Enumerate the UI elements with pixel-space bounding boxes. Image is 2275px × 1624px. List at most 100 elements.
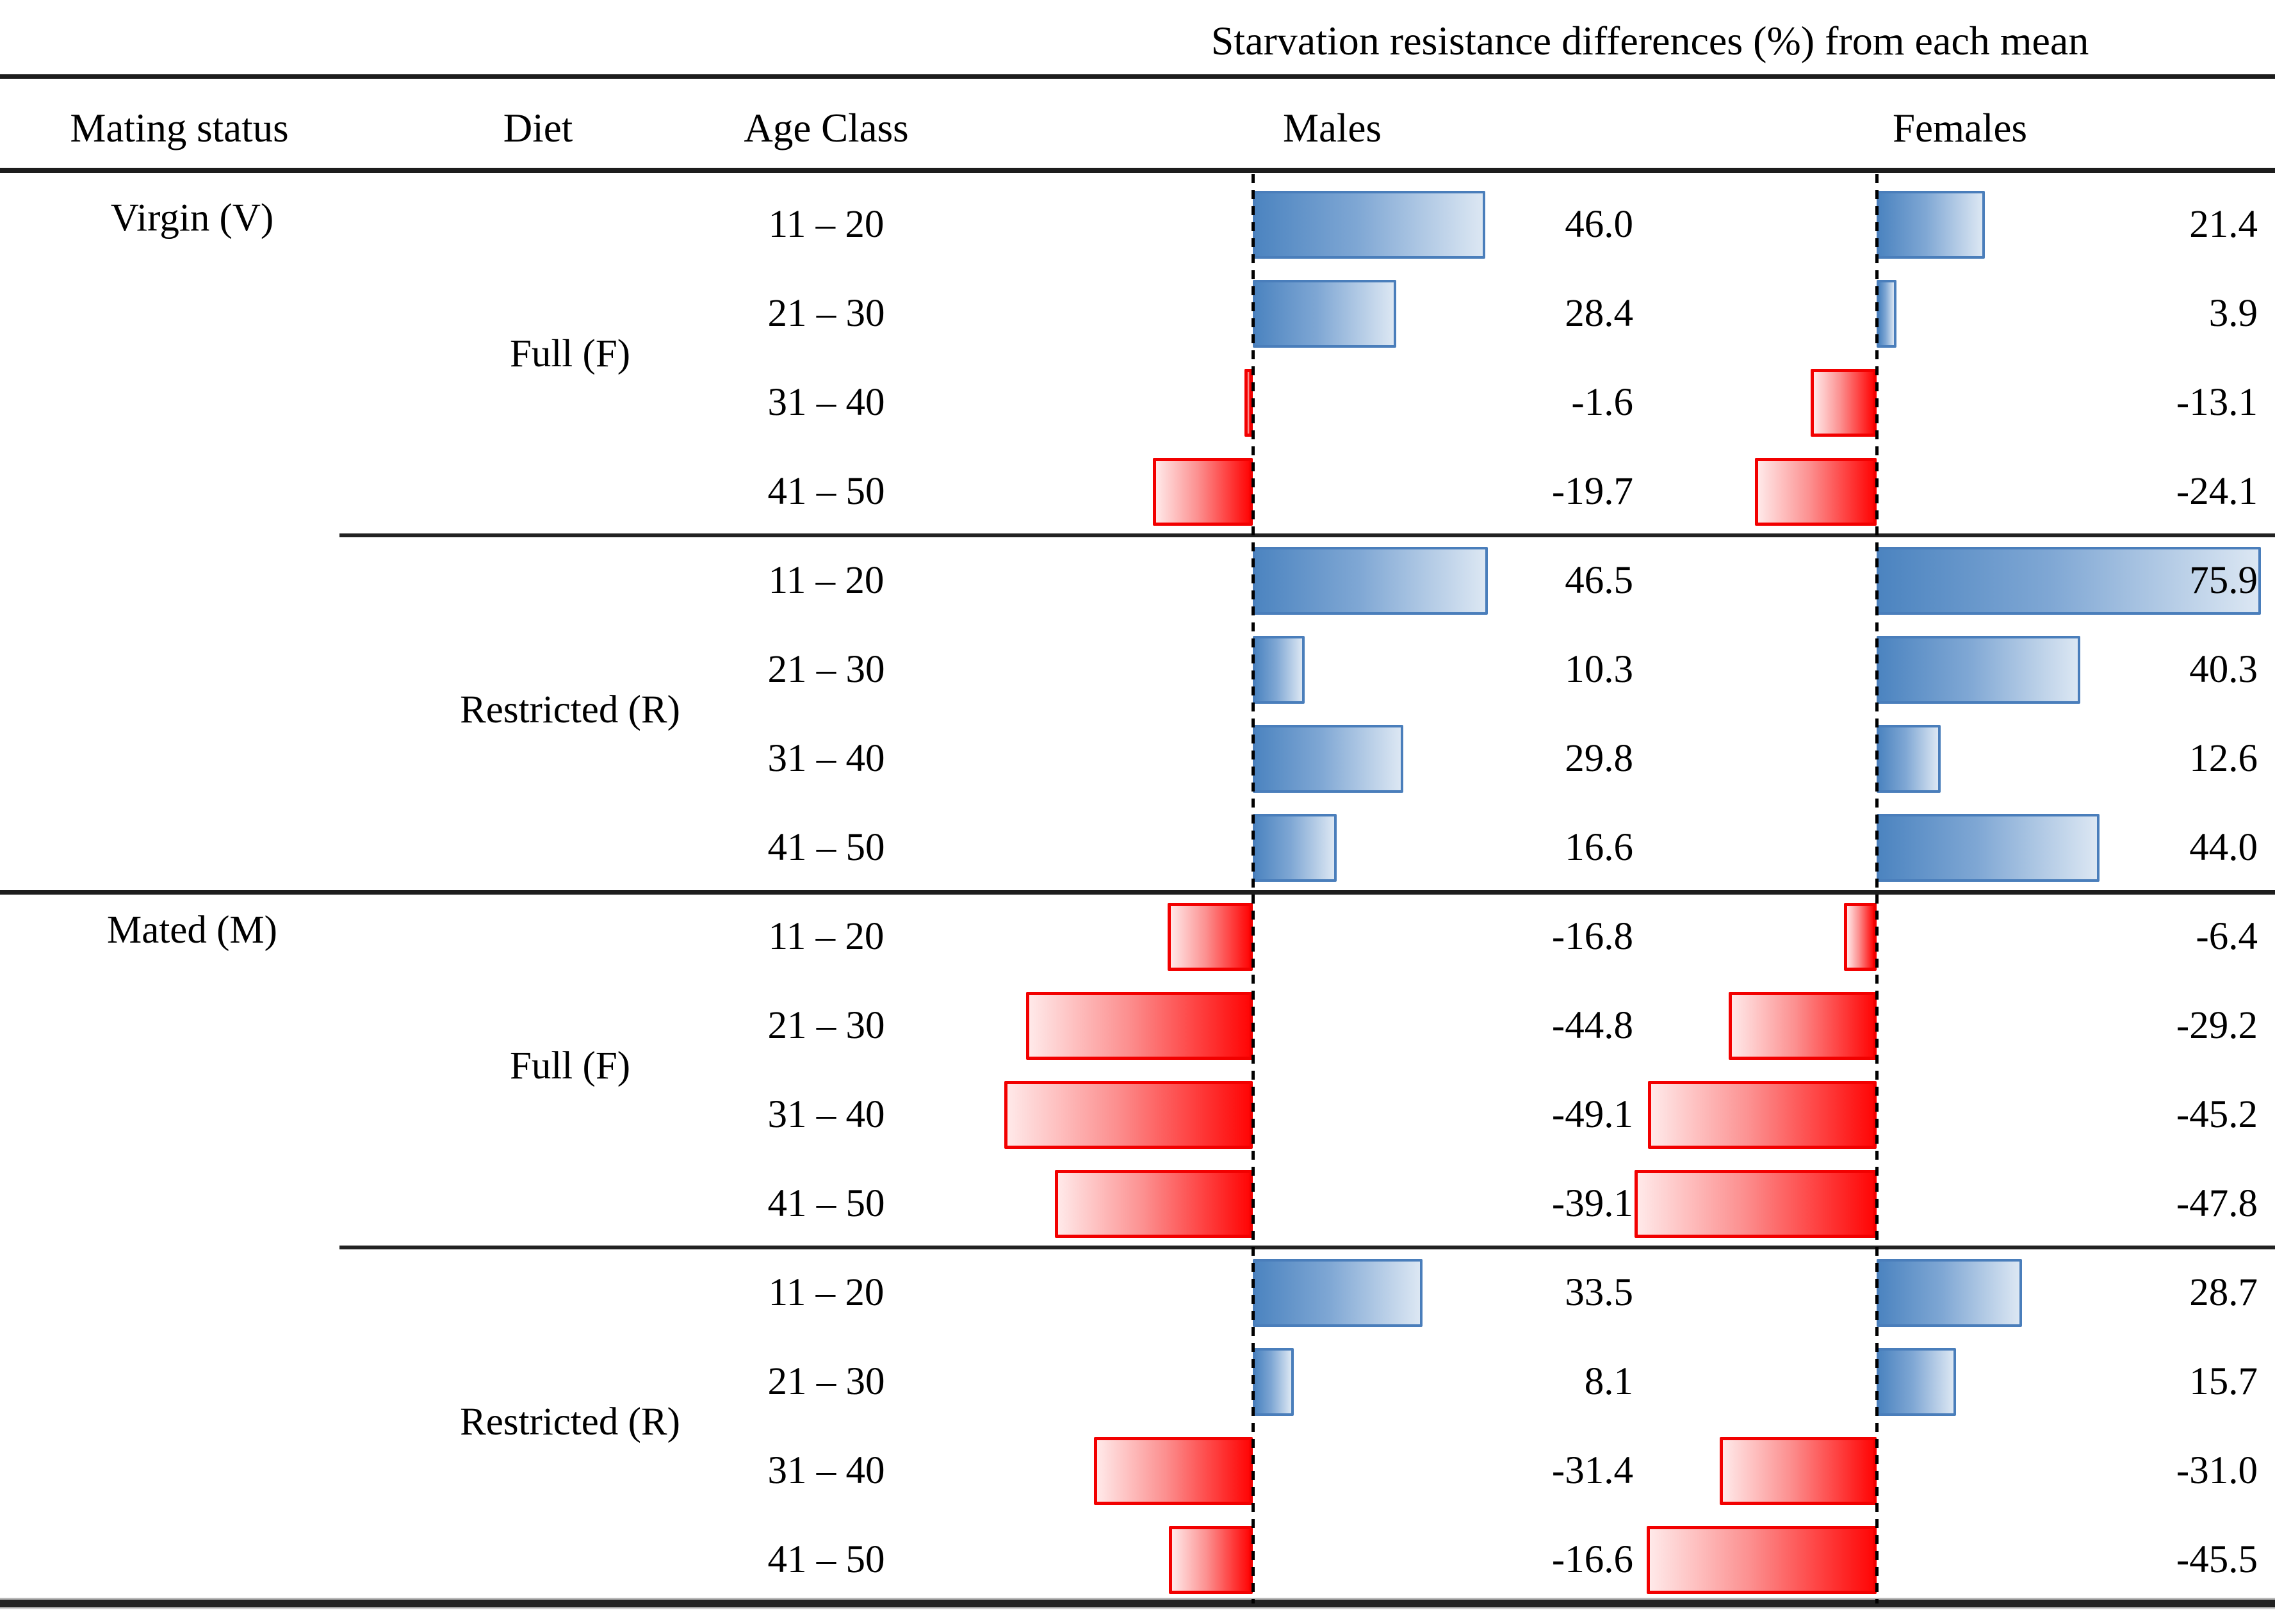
male-value: 33.5	[1565, 1271, 1633, 1314]
male-value: 8.1	[1584, 1360, 1633, 1403]
female-bar	[1844, 903, 1877, 971]
age-class-label: 41 – 50	[767, 826, 885, 869]
female-value: -29.2	[2176, 1004, 2258, 1047]
female-bar	[1729, 992, 1877, 1060]
male-bar	[1153, 458, 1253, 526]
male-value: -16.6	[1551, 1538, 1633, 1581]
female-value: -45.5	[2176, 1538, 2258, 1581]
male-value: 46.0	[1565, 203, 1633, 246]
female-bar	[1877, 814, 2100, 882]
male-bar	[1253, 636, 1305, 704]
female-value: 3.9	[2208, 292, 2258, 335]
male-value: 29.8	[1565, 737, 1633, 780]
male-bar	[1168, 903, 1253, 971]
female-bar	[1754, 458, 1877, 526]
diet-label: Full (F)	[509, 1044, 631, 1087]
male-value: -16.8	[1551, 915, 1633, 958]
female-bar	[1810, 369, 1877, 437]
age-class-label: 11 – 20	[768, 559, 885, 602]
male-value: -44.8	[1551, 1004, 1633, 1047]
female-value: -13.1	[2176, 381, 2258, 424]
age-class-label: 21 – 30	[767, 1004, 885, 1047]
male-value: 28.4	[1565, 292, 1633, 335]
male-bar	[1253, 1348, 1294, 1416]
diet-label: Full (F)	[509, 332, 631, 375]
female-value: 28.7	[2189, 1271, 2258, 1314]
male-value: -1.6	[1571, 381, 1633, 424]
female-value: 44.0	[2189, 826, 2258, 869]
female-bar	[1646, 1526, 1877, 1594]
female-bar	[1877, 636, 2081, 704]
male-bar	[1253, 1259, 1423, 1327]
male-bar	[1004, 1081, 1253, 1149]
male-value: -19.7	[1551, 470, 1633, 513]
age-class-label: 41 – 50	[767, 1538, 885, 1581]
mating-group-separator-line	[0, 890, 2275, 895]
male-value: -39.1	[1551, 1182, 1633, 1225]
age-class-label: 31 – 40	[767, 1449, 885, 1492]
age-class-label: 31 – 40	[767, 737, 885, 780]
female-value: 40.3	[2189, 648, 2258, 691]
diet-separator-line	[339, 1246, 2275, 1249]
diet-label: Restricted (R)	[460, 1401, 680, 1443]
male-value: 46.5	[1565, 559, 1633, 602]
male-bar	[1253, 814, 1337, 882]
male-bar	[1253, 280, 1397, 348]
female-value: 12.6	[2189, 737, 2258, 780]
male-value: 16.6	[1565, 826, 1633, 869]
female-value: 75.9	[2189, 559, 2258, 602]
male-bar	[1253, 191, 1486, 259]
male-value: 10.3	[1565, 648, 1633, 691]
female-value: -31.0	[2176, 1449, 2258, 1492]
age-class-label: 21 – 30	[767, 648, 885, 691]
age-class-label: 21 – 30	[767, 292, 885, 335]
age-class-label: 21 – 30	[767, 1360, 885, 1403]
age-class-label: 31 – 40	[767, 1093, 885, 1136]
male-bar	[1055, 1170, 1253, 1238]
female-value: 15.7	[2189, 1360, 2258, 1403]
header-females: Females	[1893, 106, 2027, 150]
age-class-label: 11 – 20	[768, 1271, 885, 1314]
header-age-class: Age Class	[744, 106, 909, 150]
female-bar	[1877, 547, 2261, 615]
male-bar	[1026, 992, 1253, 1060]
female-bar	[1877, 725, 1941, 793]
males-zero-baseline	[1252, 174, 1255, 1604]
female-value: 21.4	[2189, 203, 2258, 246]
age-class-label: 11 – 20	[768, 915, 885, 958]
header-males: Males	[1283, 106, 1382, 150]
mating-status-label: Mated (M)	[107, 909, 277, 952]
diet-separator-line	[339, 533, 2275, 537]
male-bar	[1253, 547, 1488, 615]
female-bar	[1877, 1259, 2022, 1327]
mating-status-label: Virgin (V)	[110, 197, 274, 240]
male-bar	[1253, 725, 1404, 793]
females-zero-baseline	[1875, 174, 1879, 1604]
female-bar	[1720, 1437, 1877, 1505]
title-rule	[0, 74, 2275, 79]
figure-title: Starvation resistance differences (%) fr…	[1211, 18, 2089, 63]
female-bar	[1877, 1348, 1957, 1416]
male-value: -49.1	[1551, 1093, 1633, 1136]
age-class-label: 11 – 20	[768, 203, 885, 246]
male-bar	[1244, 369, 1253, 437]
male-value: -31.4	[1551, 1449, 1633, 1492]
age-class-label: 31 – 40	[767, 381, 885, 424]
header-diet: Diet	[503, 106, 573, 150]
age-class-label: 41 – 50	[767, 470, 885, 513]
header-mating-status: Mating status	[70, 106, 289, 150]
female-value: -6.4	[2196, 915, 2258, 958]
male-bar	[1168, 1526, 1253, 1594]
female-value: -47.8	[2176, 1182, 2258, 1225]
age-class-label: 41 – 50	[767, 1182, 885, 1225]
female-bar	[1647, 1081, 1877, 1149]
female-bar	[1877, 191, 1986, 259]
header-rule	[0, 168, 2275, 173]
male-bar	[1093, 1437, 1253, 1505]
female-value: -24.1	[2176, 470, 2258, 513]
female-bar	[1635, 1170, 1877, 1238]
bottom-rule	[0, 1600, 2275, 1607]
female-value: -45.2	[2176, 1093, 2258, 1136]
diet-label: Restricted (R)	[460, 688, 680, 731]
